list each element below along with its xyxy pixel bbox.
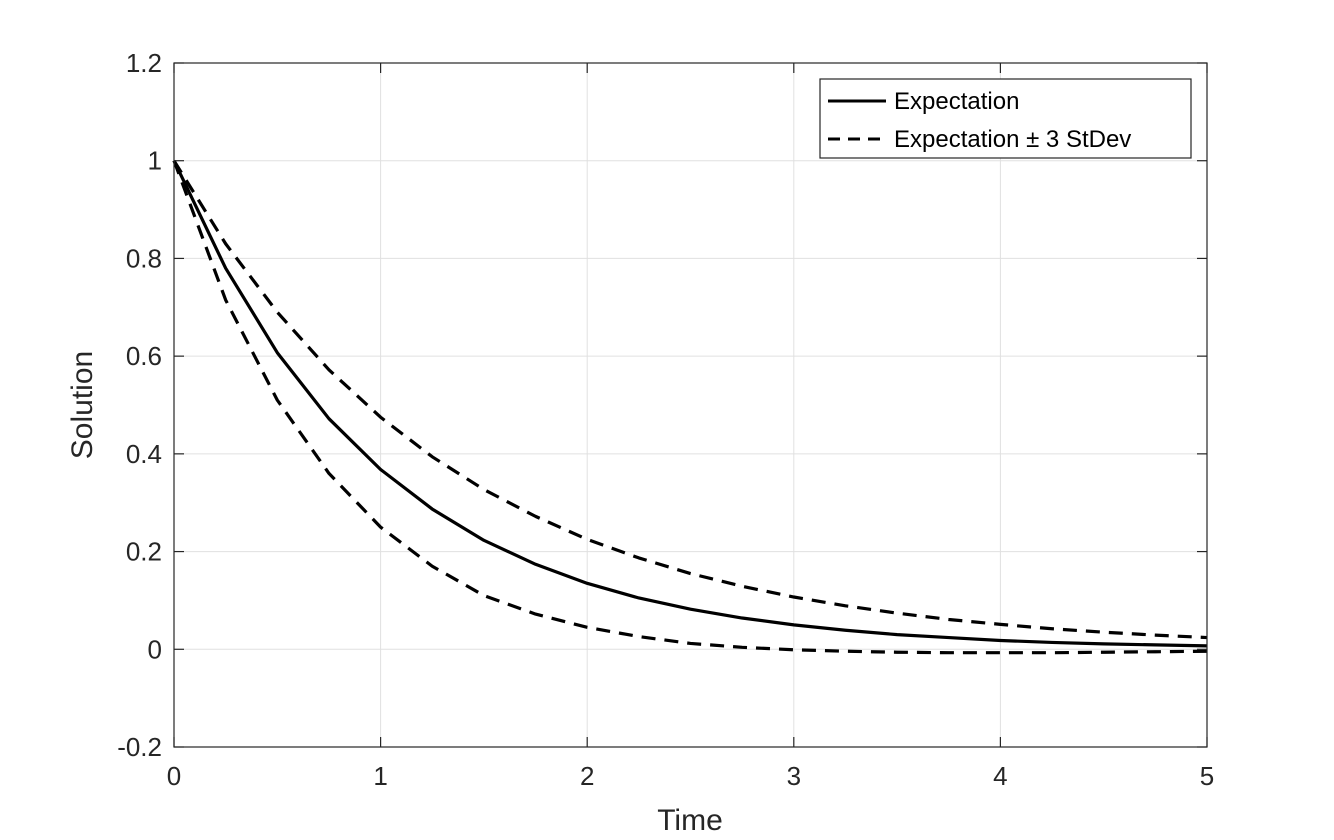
x-tick-label: 5 (1200, 761, 1214, 791)
legend-label-stdev-band: Expectation ± 3 StDev (894, 126, 1131, 153)
y-tick-label: 0.4 (126, 439, 162, 469)
x-tick-label: 0 (167, 761, 181, 791)
y-axis-label: Solution (66, 351, 99, 459)
y-tick-label: -0.2 (117, 732, 162, 762)
ticks (173, 62, 1208, 748)
axes-box (173, 62, 1208, 748)
y-tick-label: 0.6 (126, 341, 162, 371)
y-tick-label: 1 (148, 146, 162, 176)
x-tick-label: 1 (373, 761, 387, 791)
tick-labels: 0 1 2 3 4 5-0.200.20.40.60.811.2 (117, 48, 1214, 791)
series-layer (172, 159, 1208, 655)
plot-area (174, 63, 1207, 747)
y-tick-label: 0 (148, 634, 162, 664)
x-tick-label: 2 (580, 761, 594, 791)
y-tick-label: 0.8 (126, 243, 162, 273)
series-line-expectation (172, 160, 1208, 648)
legend: Expectation Expectation ± 3 StDev (819, 78, 1192, 159)
legend-box (819, 78, 1192, 159)
x-tick-label: 3 (787, 761, 801, 791)
legend-label-expectation: Expectation (894, 88, 1019, 115)
series-line-lower-bound (172, 160, 1208, 655)
x-axis-label: Time (657, 804, 723, 837)
y-tick-label: 1.2 (126, 48, 162, 78)
y-tick-label: 0.2 (126, 537, 162, 567)
series-line-upper-bound (172, 159, 1208, 640)
x-tick-label: 4 (993, 761, 1007, 791)
